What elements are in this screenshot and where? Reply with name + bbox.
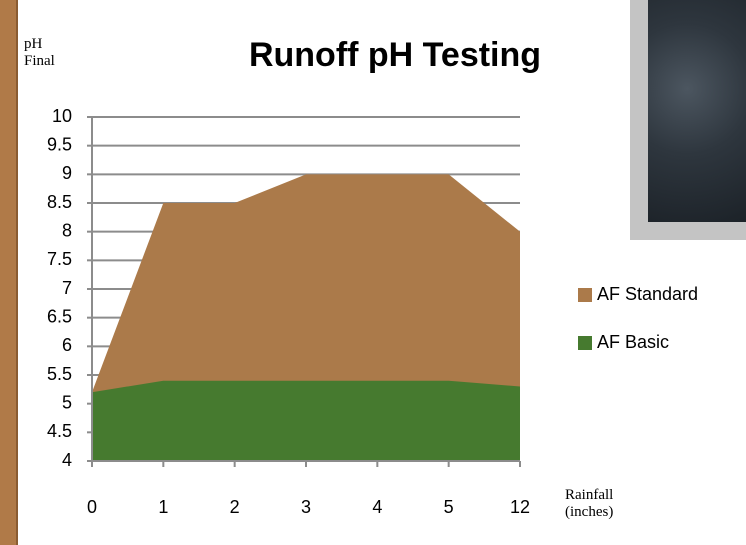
y-tick-label: 10 [52, 106, 72, 126]
y-axis-label: pH Final [24, 36, 64, 70]
chart-title: Runoff pH Testing [249, 36, 541, 74]
legend-label: AF Basic [597, 332, 669, 352]
x-axis-label: Rainfall (inches) [565, 487, 635, 521]
chart: Runoff pH Testing 4 4.5 5 5.5 6 6.5 7 7.5 8 8.5 9 9… [0, 0, 746, 545]
y-tick-label: 4 [62, 450, 72, 470]
y-tick-label: 9.5 [47, 134, 72, 154]
x-tick-label: 4 [372, 497, 382, 517]
y-tick-label: 7 [62, 278, 72, 298]
y-tick-label: 5 [62, 392, 72, 412]
legend-swatch [578, 288, 592, 302]
area [92, 381, 520, 461]
legend-label: AF Standard [597, 284, 698, 304]
y-tick-label: 6 [62, 335, 72, 355]
x-tick-label: 1 [158, 497, 168, 517]
y-tick-label: 4.5 [47, 421, 72, 441]
y-tick-label: 5.5 [47, 364, 72, 384]
legend-swatch [578, 336, 592, 350]
x-tick-label: 12 [510, 497, 530, 517]
y-tick-label: 9 [62, 163, 72, 183]
x-tick-label: 0 [87, 497, 97, 517]
y-tick-label: 7.5 [47, 249, 72, 269]
y-tick-label: 8 [62, 220, 72, 240]
x-tick-label: 2 [230, 497, 240, 517]
y-tick-label: 6.5 [47, 306, 72, 326]
x-tick-label: 3 [301, 497, 311, 517]
slide: {"chart_data": {"type": "area", "title":… [0, 0, 746, 545]
y-tick-label: 8.5 [47, 192, 72, 212]
x-tick-label: 5 [444, 497, 454, 517]
